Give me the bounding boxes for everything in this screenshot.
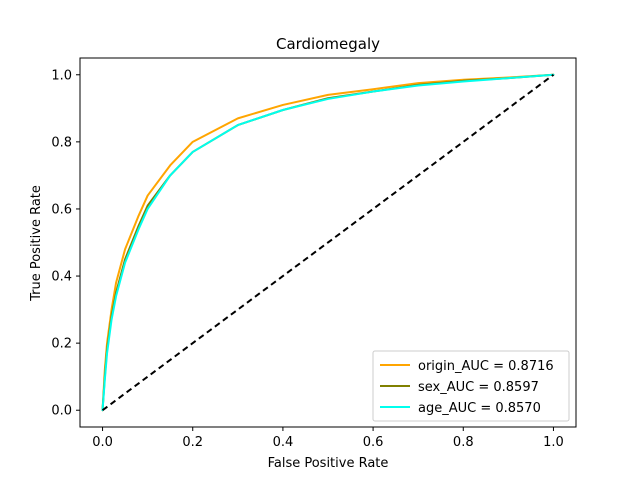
chance-diagonal-line [101, 73, 555, 412]
y-axis-ticks: 0.0 0.2 0.4 0.6 0.8 1.0 [51, 68, 80, 419]
y-tick-label-3: 0.6 [51, 202, 72, 217]
x-tick-label-5: 1.0 [543, 435, 564, 450]
x-tick-label-1: 0.2 [182, 435, 203, 450]
y-tick-label-4: 0.8 [51, 135, 72, 150]
x-axis-ticks: 0.0 0.2 0.4 0.6 0.8 1.0 [92, 427, 564, 450]
roc-curve-2 [101, 73, 555, 412]
x-tick-label-0: 0.0 [92, 435, 113, 450]
x-tick-label-2: 0.4 [273, 435, 294, 450]
plot-frame [79, 57, 577, 428]
x-axis-label: False Positive Rate [268, 456, 389, 471]
y-tick-label-2: 0.4 [51, 270, 72, 285]
y-tick-label-0: 0.0 [51, 404, 72, 419]
chart-title: Cardiomegaly [276, 35, 380, 53]
y-tick-label-5: 1.0 [51, 68, 72, 83]
x-tick-label-4: 0.8 [453, 435, 474, 450]
legend-items: origin_AUC = 0.8716 sex_AUC = 0.8597 age_A… [380, 359, 554, 416]
legend: origin_AUC = 0.8716 sex_AUC = 0.8597 age_A… [372, 350, 570, 422]
y-axis-label: True Positive Rate [29, 185, 44, 302]
legend-label-2: age_AUC = 0.8570 [418, 401, 541, 416]
x-tick-label-3: 0.6 [363, 435, 384, 450]
y-tick-label-1: 0.2 [51, 337, 72, 352]
legend-label-0: origin_AUC = 0.8716 [418, 359, 554, 374]
legend-label-1: sex_AUC = 0.8597 [418, 380, 539, 395]
plot-area [101, 73, 555, 412]
legend-box [372, 350, 570, 422]
